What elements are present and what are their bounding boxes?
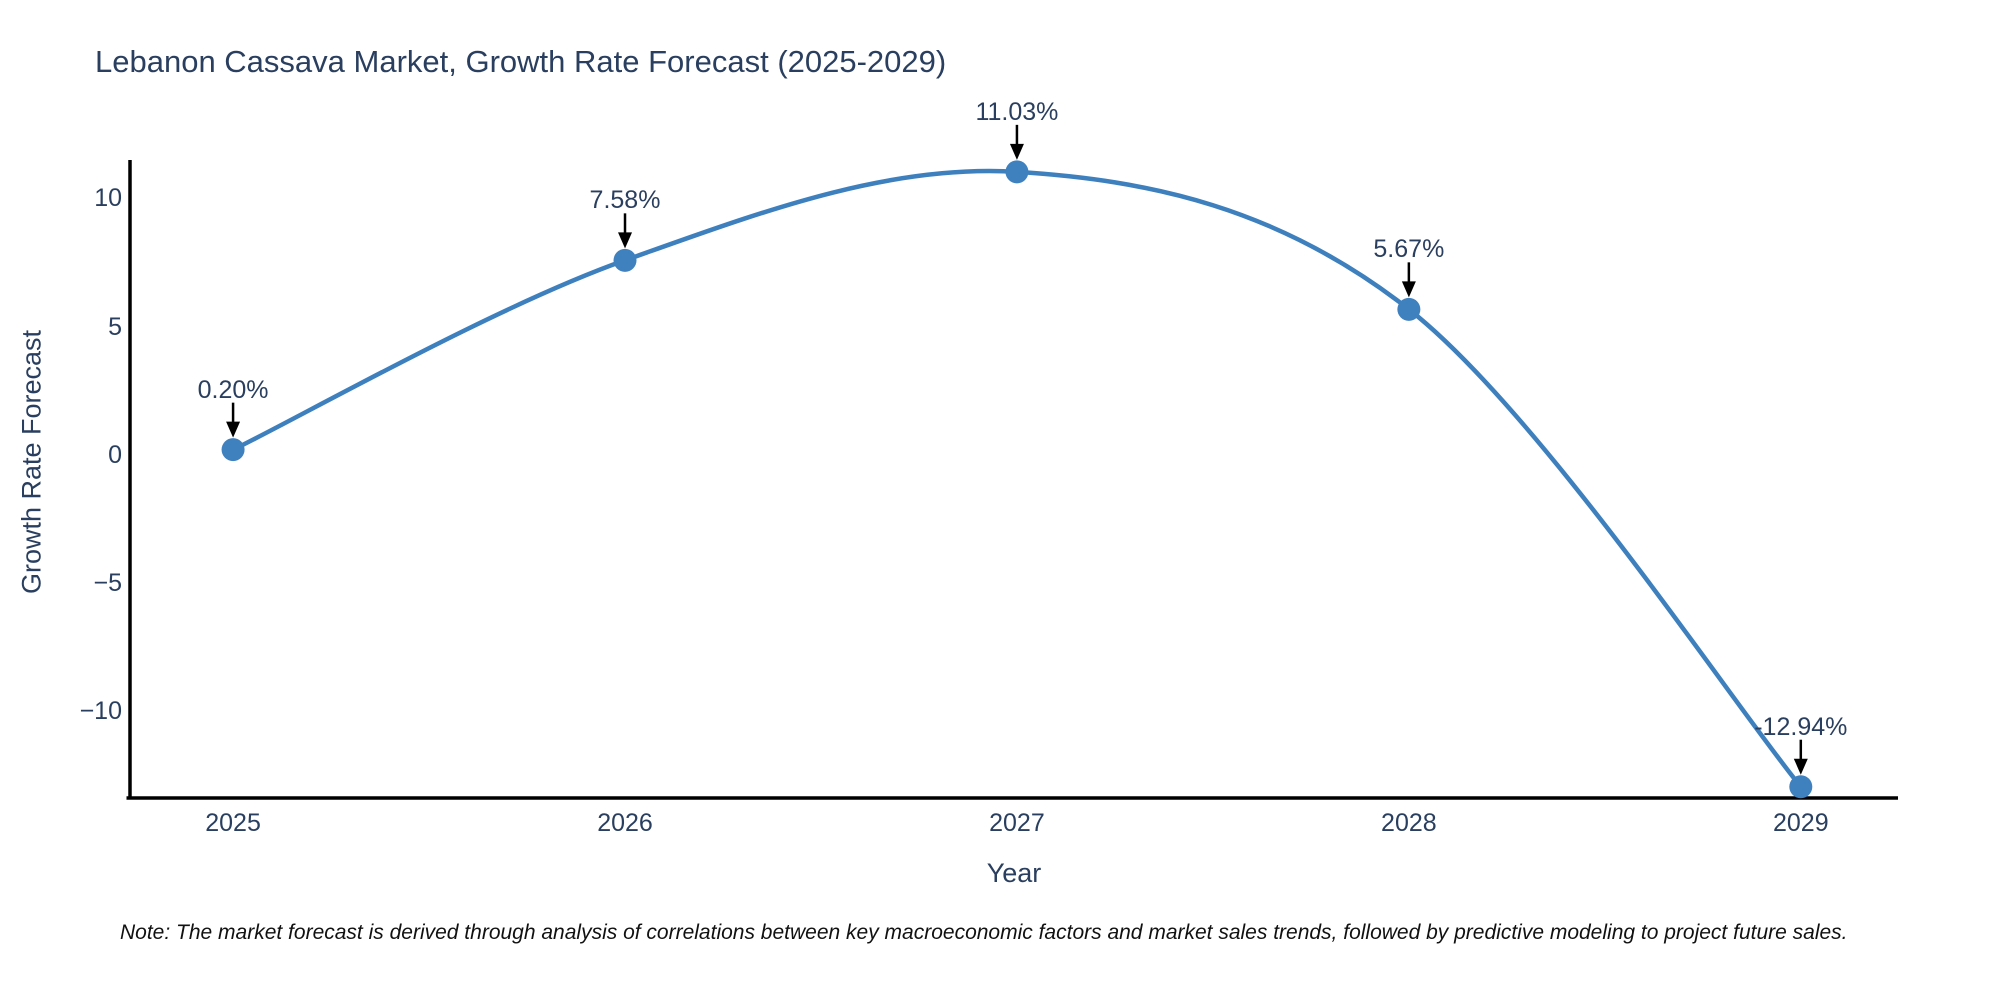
annotation-arrowhead [1401, 281, 1416, 298]
y-axis-title: Growth Rate Forecast [16, 329, 47, 595]
data-point-marker[interactable] [221, 438, 245, 462]
x-axis-title: Year [986, 858, 1042, 888]
data-point-label: 11.03% [975, 97, 1059, 126]
annotation-arrowhead [618, 232, 633, 249]
y-tick-label: −5 [93, 569, 122, 598]
data-point-label: 5.67% [1373, 235, 1445, 264]
forecast-line [230, 168, 1804, 789]
data-point-marker[interactable] [613, 248, 637, 272]
footnote: Note: The market forecast is derived thr… [120, 921, 1848, 944]
y-tick-label: 5 [108, 312, 122, 341]
y-tick-label: 0 [108, 440, 122, 469]
x-tick-label: 2028 [1381, 809, 1437, 837]
data-point-label: 0.20% [197, 375, 269, 404]
data-point-label: 7.58% [589, 186, 661, 215]
chart-title: Lebanon Cassava Market, Growth Rate Fore… [95, 44, 947, 79]
annotation-arrowhead [226, 421, 241, 438]
data-point-marker[interactable] [1397, 297, 1421, 321]
y-tick-label: 10 [94, 184, 122, 213]
annotation-arrowhead [1793, 758, 1808, 775]
annotation-arrowhead [1009, 143, 1024, 160]
data-point-marker[interactable] [1005, 160, 1029, 184]
data-point-label: -12.94% [1754, 712, 1848, 741]
x-tick-label: 2026 [597, 809, 653, 837]
x-tick-label: 2025 [205, 809, 261, 837]
x-tick-label: 2027 [989, 809, 1045, 837]
data-point-marker[interactable] [1789, 775, 1813, 799]
y-tick-label: −10 [79, 697, 122, 726]
x-tick-label: 2029 [1772, 809, 1829, 837]
